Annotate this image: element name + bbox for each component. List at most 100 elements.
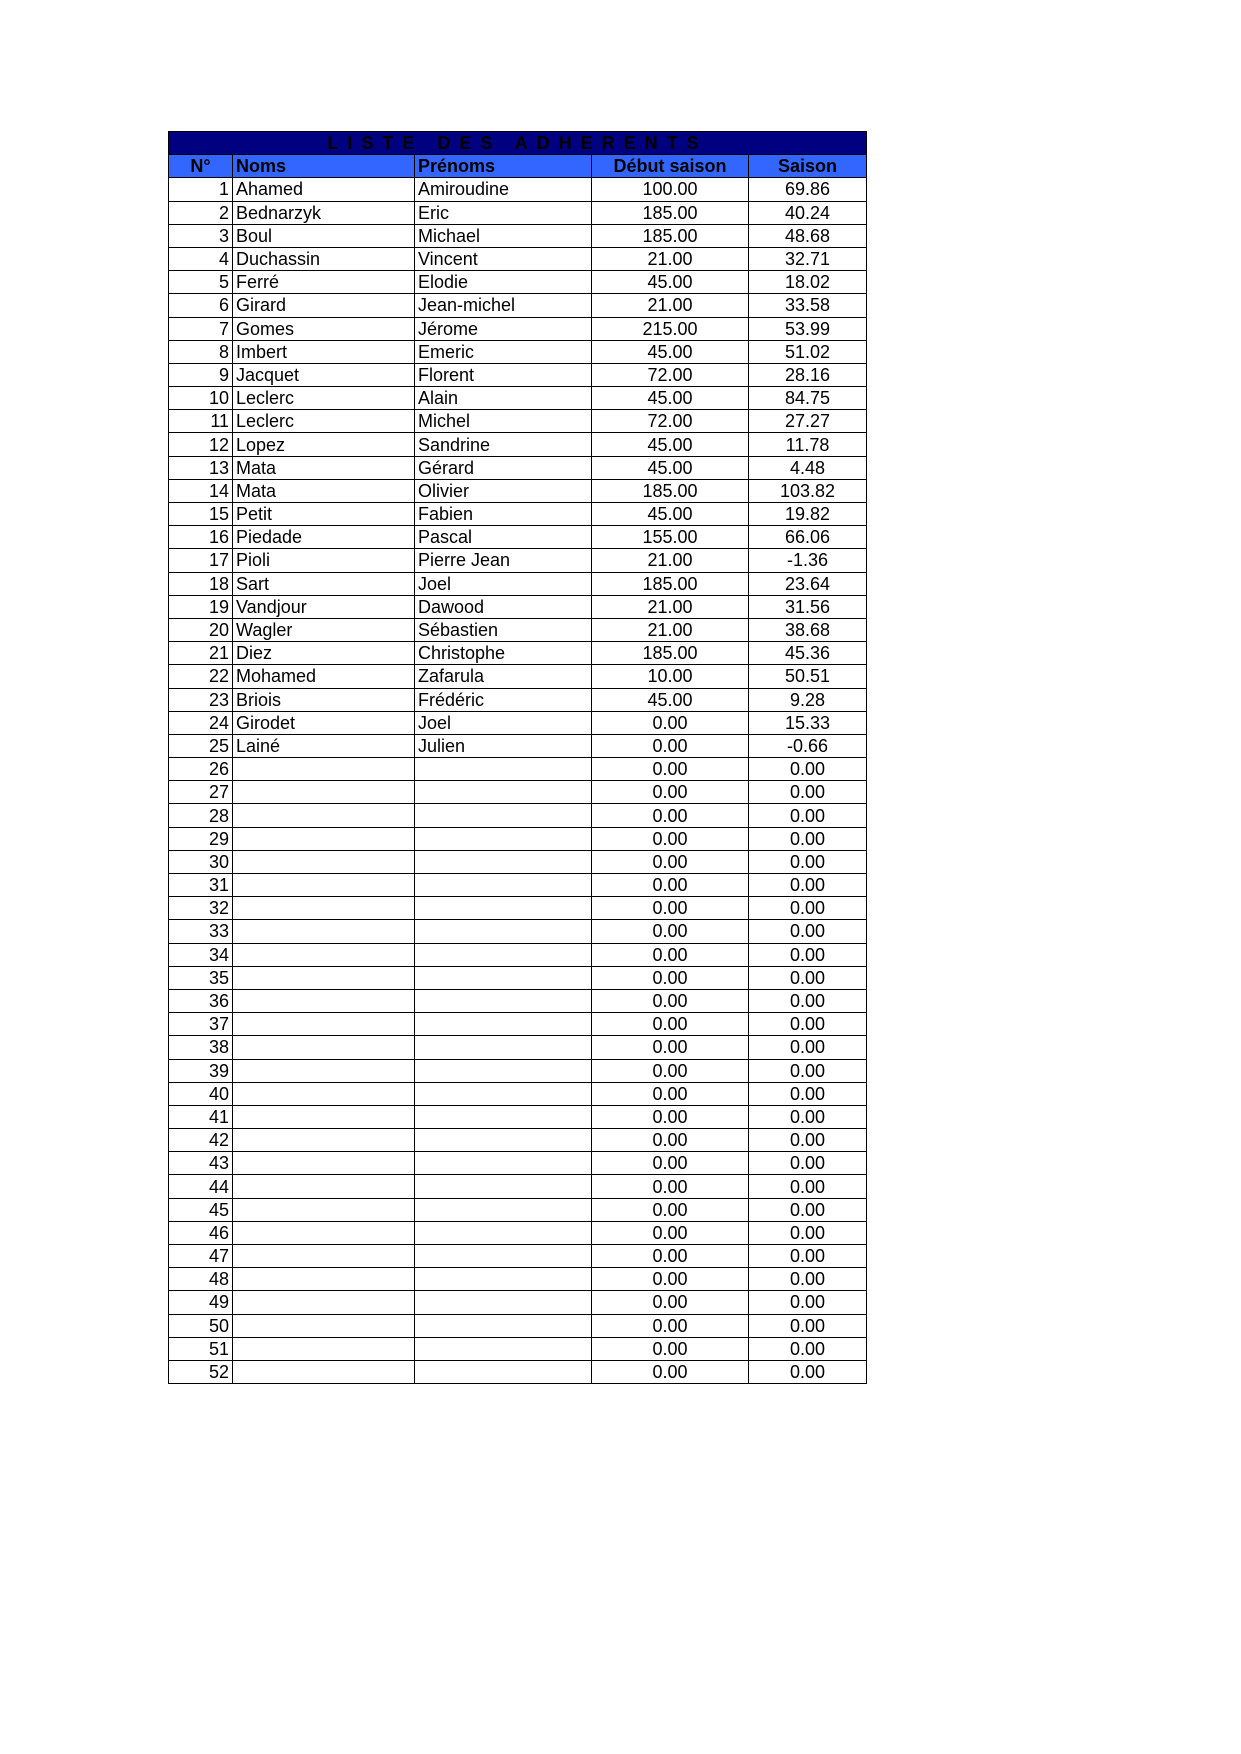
cell-debut-saison[interactable]: 0.00 [591, 1243, 749, 1269]
cell-debut-saison[interactable]: 185.00 [591, 200, 749, 225]
cell-debut-saison[interactable]: 0.00 [591, 919, 749, 944]
cell-number[interactable]: 4 [168, 246, 233, 272]
cell-nom[interactable]: Boul [232, 223, 415, 248]
cell-number[interactable]: 22 [168, 664, 233, 689]
cell-debut-saison[interactable]: 215.00 [591, 316, 749, 341]
cell-saison[interactable]: 0.00 [747, 919, 868, 944]
cell-debut-saison[interactable]: 185.00 [591, 478, 749, 504]
cell-saison[interactable]: 51.02 [747, 339, 868, 364]
cell-saison[interactable]: 66.06 [747, 525, 868, 550]
cell-nom[interactable] [232, 1336, 415, 1361]
cell-prenom[interactable] [414, 849, 592, 875]
cell-debut-saison[interactable]: 0.00 [591, 1104, 749, 1130]
cell-saison[interactable]: 15.33 [747, 710, 868, 735]
cell-nom[interactable] [232, 803, 415, 828]
cell-nom[interactable] [232, 1128, 415, 1153]
cell-debut-saison[interactable]: 0.00 [591, 757, 749, 782]
cell-debut-saison[interactable]: 45.00 [591, 386, 749, 411]
cell-nom[interactable] [232, 1174, 415, 1199]
cell-prenom[interactable] [414, 872, 592, 898]
cell-prenom[interactable] [414, 1243, 592, 1269]
cell-prenom[interactable]: Michael [414, 223, 592, 248]
cell-saison[interactable]: 23.64 [747, 571, 868, 596]
cell-nom[interactable]: Wagler [232, 617, 415, 643]
cell-nom[interactable]: Mohamed [232, 664, 415, 689]
cell-debut-saison[interactable]: 0.00 [591, 1058, 749, 1083]
cell-debut-saison[interactable]: 0.00 [591, 710, 749, 735]
cell-number[interactable]: 27 [168, 780, 233, 805]
cell-debut-saison[interactable]: 21.00 [591, 246, 749, 272]
cell-saison[interactable]: 4.48 [747, 455, 868, 480]
cell-debut-saison[interactable]: 21.00 [591, 548, 749, 573]
cell-debut-saison[interactable]: 0.00 [591, 826, 749, 851]
cell-prenom[interactable] [414, 1035, 592, 1060]
cell-nom[interactable]: Ahamed [232, 177, 415, 202]
cell-prenom[interactable] [414, 803, 592, 828]
cell-saison[interactable]: 0.00 [747, 1058, 868, 1083]
cell-debut-saison[interactable]: 21.00 [591, 293, 749, 318]
cell-nom[interactable] [232, 1012, 415, 1037]
cell-saison[interactable]: 0.00 [747, 1220, 868, 1246]
cell-nom[interactable] [232, 849, 415, 875]
cell-number[interactable]: 1 [168, 177, 233, 202]
cell-number[interactable]: 48 [168, 1267, 233, 1292]
cell-debut-saison[interactable]: 0.00 [591, 780, 749, 805]
cell-prenom[interactable] [414, 1128, 592, 1153]
cell-prenom[interactable]: Joel [414, 710, 592, 735]
cell-saison[interactable]: 0.00 [747, 872, 868, 898]
cell-number[interactable]: 23 [168, 687, 233, 712]
cell-number[interactable]: 46 [168, 1220, 233, 1246]
cell-number[interactable]: 2 [168, 200, 233, 225]
cell-number[interactable]: 50 [168, 1313, 233, 1338]
cell-debut-saison[interactable]: 0.00 [591, 1012, 749, 1037]
cell-saison[interactable]: 0.00 [747, 988, 868, 1014]
cell-prenom[interactable]: Gérard [414, 455, 592, 480]
cell-debut-saison[interactable]: 100.00 [591, 177, 749, 202]
cell-prenom[interactable]: Jérome [414, 316, 592, 341]
cell-number[interactable]: 24 [168, 710, 233, 735]
cell-nom[interactable] [232, 1197, 415, 1222]
cell-saison[interactable]: 32.71 [747, 246, 868, 272]
cell-nom[interactable]: Ferré [232, 270, 415, 295]
cell-number[interactable]: 42 [168, 1128, 233, 1153]
cell-prenom[interactable]: Pascal [414, 525, 592, 550]
cell-prenom[interactable] [414, 757, 592, 782]
cell-debut-saison[interactable]: 185.00 [591, 571, 749, 596]
cell-number[interactable]: 30 [168, 849, 233, 875]
cell-nom[interactable] [232, 896, 415, 921]
cell-debut-saison[interactable]: 0.00 [591, 942, 749, 967]
cell-nom[interactable]: Duchassin [232, 246, 415, 272]
cell-nom[interactable]: Pioli [232, 548, 415, 573]
cell-saison[interactable]: 0.00 [747, 780, 868, 805]
cell-number[interactable]: 44 [168, 1174, 233, 1199]
cell-number[interactable]: 3 [168, 223, 233, 248]
cell-saison[interactable]: 31.56 [747, 594, 868, 619]
cell-nom[interactable]: Girodet [232, 710, 415, 735]
cell-number[interactable]: 38 [168, 1035, 233, 1060]
cell-debut-saison[interactable]: 0.00 [591, 1313, 749, 1338]
cell-prenom[interactable] [414, 988, 592, 1014]
cell-number[interactable]: 37 [168, 1012, 233, 1037]
cell-debut-saison[interactable]: 0.00 [591, 1174, 749, 1199]
cell-number[interactable]: 5 [168, 270, 233, 295]
cell-nom[interactable] [232, 988, 415, 1014]
cell-debut-saison[interactable]: 45.00 [591, 339, 749, 364]
cell-saison[interactable]: 53.99 [747, 316, 868, 341]
cell-number[interactable]: 14 [168, 478, 233, 504]
cell-saison[interactable]: 0.00 [747, 1197, 868, 1222]
cell-saison[interactable]: 84.75 [747, 386, 868, 411]
cell-number[interactable]: 18 [168, 571, 233, 596]
cell-number[interactable]: 6 [168, 293, 233, 318]
cell-nom[interactable] [232, 872, 415, 898]
cell-prenom[interactable] [414, 1174, 592, 1199]
cell-saison[interactable]: 0.00 [747, 1151, 868, 1176]
cell-debut-saison[interactable]: 10.00 [591, 664, 749, 689]
cell-debut-saison[interactable]: 0.00 [591, 803, 749, 828]
cell-saison[interactable]: 0.00 [747, 1081, 868, 1106]
cell-saison[interactable]: 0.00 [747, 849, 868, 875]
cell-prenom[interactable]: Florent [414, 362, 592, 388]
cell-nom[interactable]: Sart [232, 571, 415, 596]
cell-saison[interactable]: 0.00 [747, 1104, 868, 1130]
cell-saison[interactable]: 0.00 [747, 1336, 868, 1361]
cell-nom[interactable] [232, 1081, 415, 1106]
